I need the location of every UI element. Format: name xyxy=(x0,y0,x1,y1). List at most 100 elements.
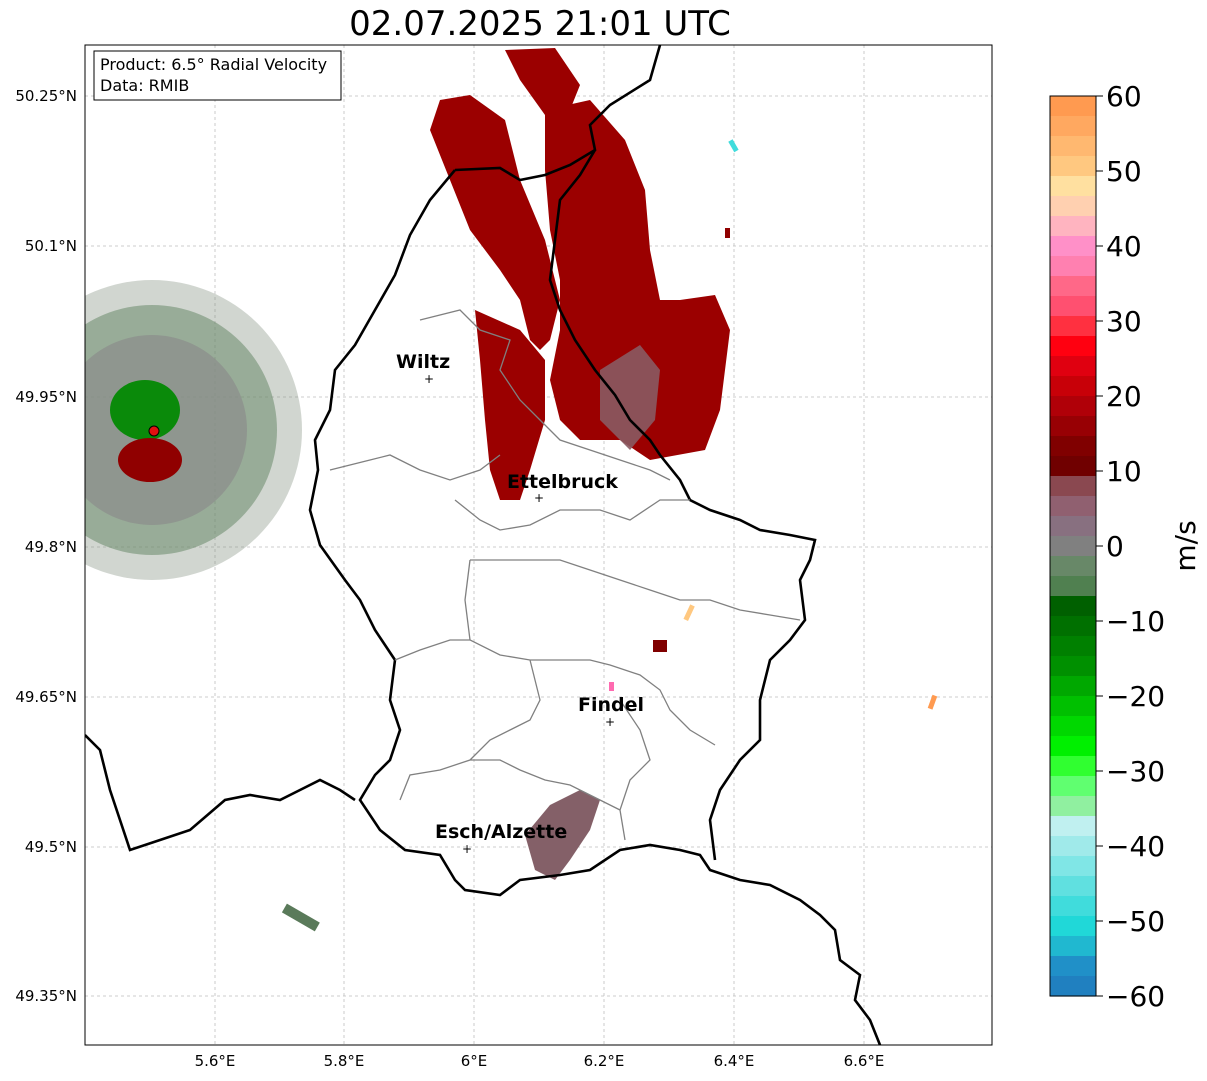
lon-tick-label: 6.6°E xyxy=(844,1052,885,1070)
colorbar-swatch xyxy=(1050,136,1096,157)
colorbar-tick-label: 40 xyxy=(1106,230,1142,263)
colorbar-swatch xyxy=(1050,696,1096,717)
map-panel: Wiltz + Ettelbruck + Findel + Esch/Alzet… xyxy=(84,44,993,1046)
colorbar-swatch xyxy=(1050,96,1096,117)
city-label: Esch/Alzette xyxy=(435,821,567,843)
country-border xyxy=(85,45,882,1045)
colorbar-swatches xyxy=(1050,96,1096,997)
colorbar-swatch xyxy=(1050,356,1096,377)
lat-tick-label: 50.1°N xyxy=(25,237,77,255)
colorbar-swatch xyxy=(1050,156,1096,177)
colorbar-swatch xyxy=(1050,116,1096,137)
colorbar-swatch xyxy=(1050,416,1096,437)
lat-tick-label: 49.5°N xyxy=(25,838,77,856)
colorbar-tick-label: 10 xyxy=(1106,455,1142,488)
colorbar-tick-label: 20 xyxy=(1106,380,1142,413)
lon-tick-label: 6°E xyxy=(461,1052,488,1070)
city-esch: Esch/Alzette + xyxy=(435,821,567,856)
city-wiltz: Wiltz + xyxy=(396,351,450,386)
colorbar-swatch xyxy=(1050,396,1096,417)
colorbar-swatch xyxy=(1050,456,1096,477)
colorbar-swatch xyxy=(1050,856,1096,877)
colorbar-swatch xyxy=(1050,896,1096,917)
city-marker-icon: + xyxy=(605,715,615,729)
colorbar-swatch xyxy=(1050,316,1096,337)
city-label: Findel xyxy=(578,694,644,716)
city-marker-icon: + xyxy=(534,491,544,505)
canton-borders xyxy=(329,309,801,841)
city-ettelbruck: Ettelbruck + xyxy=(507,471,618,505)
city-marker-icon: + xyxy=(462,842,472,856)
info-product: Product: 6.5° Radial Velocity xyxy=(100,55,327,74)
velocity-echo-north xyxy=(430,48,730,500)
colorbar-swatch xyxy=(1050,276,1096,297)
lat-tick-label: 49.65°N xyxy=(15,688,77,706)
radar-site-marker xyxy=(148,425,160,437)
colorbar-swatch xyxy=(1050,376,1096,397)
city-label: Ettelbruck xyxy=(507,471,618,493)
lon-tick-label: 6.2°E xyxy=(584,1052,625,1070)
city-label: Wiltz xyxy=(396,351,450,373)
colorbar-swatch xyxy=(1050,556,1096,577)
colorbar-tick-label: −20 xyxy=(1106,680,1165,713)
colorbar-swatch xyxy=(1050,336,1096,357)
info-data-source: Data: RMIB xyxy=(100,76,189,95)
colorbar-label: m/s xyxy=(1169,520,1202,571)
lon-axis: 5.6°E 5.8°E 6°E 6.2°E 6.4°E 6.6°E xyxy=(195,1052,885,1070)
colorbar-tick-label: 50 xyxy=(1106,155,1142,188)
colorbar-swatch xyxy=(1050,936,1096,957)
colorbar-tick-label: −40 xyxy=(1106,830,1165,863)
city-findel: Findel + xyxy=(578,694,644,729)
colorbar-tick-label: 30 xyxy=(1106,305,1142,338)
colorbar-swatch xyxy=(1050,756,1096,777)
lon-tick-label: 5.8°E xyxy=(324,1052,365,1070)
colorbar-swatch xyxy=(1050,656,1096,677)
colorbar-tick-label: −50 xyxy=(1106,905,1165,938)
lat-tick-label: 50.25°N xyxy=(15,87,77,105)
colorbar-swatch xyxy=(1050,436,1096,457)
lat-tick-label: 49.8°N xyxy=(25,538,77,556)
colorbar-swatch xyxy=(1050,956,1096,977)
velocity-echo-south xyxy=(525,790,600,880)
colorbar-ticks: 60 50 40 30 20 10 0 −10 −20 −30 −40 −50 −60 xyxy=(1096,80,1165,1013)
colorbar-swatch xyxy=(1050,496,1096,517)
colorbar-swatch xyxy=(1050,196,1096,217)
colorbar-swatch xyxy=(1050,476,1096,497)
colorbar-swatch xyxy=(1050,516,1096,537)
colorbar-swatch xyxy=(1050,876,1096,897)
map-title: 02.07.2025 21:01 UTC xyxy=(349,4,731,44)
colorbar-swatch xyxy=(1050,816,1096,837)
colorbar-swatch xyxy=(1050,616,1096,637)
lat-axis: 50.25°N 50.1°N 49.95°N 49.8°N 49.65°N 49… xyxy=(15,87,77,1005)
lon-tick-label: 6.4°E xyxy=(714,1052,755,1070)
colorbar-swatch xyxy=(1050,636,1096,657)
colorbar-swatch xyxy=(1050,676,1096,697)
lat-tick-label: 49.35°N xyxy=(15,987,77,1005)
colorbar-tick-label: 60 xyxy=(1106,80,1142,113)
colorbar-swatch xyxy=(1050,296,1096,317)
colorbar-swatch xyxy=(1050,776,1096,797)
city-marker-icon: + xyxy=(424,372,434,386)
colorbar-swatch xyxy=(1050,176,1096,197)
colorbar-swatch xyxy=(1050,916,1096,937)
colorbar-swatch xyxy=(1050,836,1096,857)
colorbar-swatch xyxy=(1050,536,1096,557)
colorbar-tick-label: −60 xyxy=(1106,980,1165,1013)
colorbar-swatch xyxy=(1050,736,1096,757)
colorbar-swatch xyxy=(1050,976,1096,997)
velocity-echo-neutral-core xyxy=(600,345,660,450)
colorbar-swatch xyxy=(1050,236,1096,257)
colorbar-swatch xyxy=(1050,596,1096,617)
colorbar-swatch xyxy=(1050,576,1096,597)
info-box: Product: 6.5° Radial Velocity Data: RMIB xyxy=(93,50,342,101)
colorbar-tick-label: −30 xyxy=(1106,755,1165,788)
lon-tick-label: 5.6°E xyxy=(195,1052,236,1070)
colorbar-swatch xyxy=(1050,256,1096,277)
colorbar: 60 50 40 30 20 10 0 −10 −20 −30 −40 −50 −60 m/s xyxy=(1049,80,1202,1013)
colorbar-swatch xyxy=(1050,716,1096,737)
colorbar-swatch xyxy=(1050,216,1096,237)
velocity-echo-misc xyxy=(281,139,938,932)
lat-tick-label: 49.95°N xyxy=(15,388,77,406)
colorbar-swatch xyxy=(1050,796,1096,817)
